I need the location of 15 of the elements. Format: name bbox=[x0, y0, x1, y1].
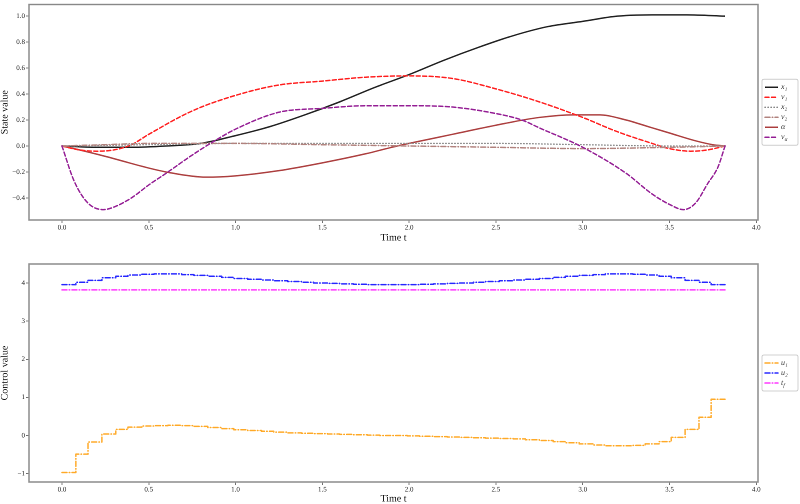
x-axis-title: Time t bbox=[380, 232, 407, 244]
line-series bbox=[61, 75, 726, 152]
legend-label: x₁ bbox=[781, 82, 788, 92]
line-series bbox=[61, 105, 726, 210]
legend-label: α bbox=[781, 122, 786, 132]
legend-label: v$_{α}$ bbox=[781, 132, 788, 144]
y-axis-title: State value bbox=[0, 90, 11, 134]
legend-label: x₂ bbox=[781, 102, 788, 112]
legend-label: v₂ bbox=[781, 112, 788, 122]
y-axis-title: Control value bbox=[0, 345, 11, 400]
legend-label: u₁ bbox=[781, 358, 788, 368]
legend-label: t$_{f}$ bbox=[781, 378, 785, 389]
legend-label: u₂ bbox=[781, 368, 788, 378]
legend-label: v₁ bbox=[781, 92, 788, 102]
x-axis-title: Time t bbox=[380, 494, 407, 504]
